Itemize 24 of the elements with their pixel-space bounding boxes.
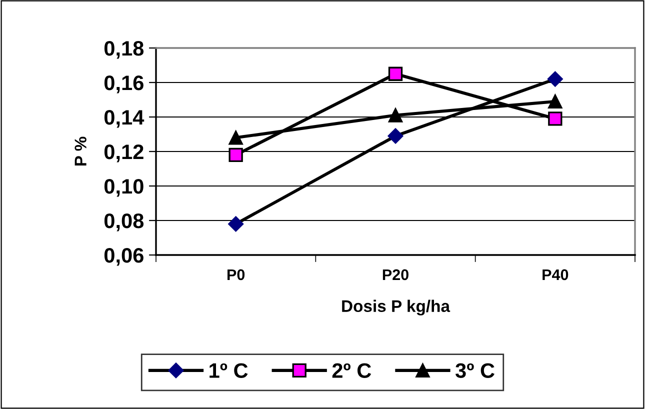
point [228, 130, 243, 145]
point [388, 108, 403, 122]
y-tick-label: 0,14 [104, 110, 144, 128]
point [388, 128, 404, 144]
x-axis-title: Dosis P kg/ha [342, 300, 450, 316]
point [548, 112, 562, 126]
y-tick-label: 0,18 [104, 41, 144, 59]
point [228, 148, 243, 162]
point [388, 66, 403, 81]
point [228, 216, 244, 232]
y-tick-label: 0,12 [104, 144, 144, 162]
legend-label: 1º C [210, 363, 248, 378]
point [548, 94, 562, 109]
x-tick-label: P20 [382, 269, 408, 280]
y-tick-label: 0,10 [104, 179, 144, 197]
y-tick-label: 0,16 [104, 76, 144, 94]
legend-label: 2º C [332, 363, 372, 378]
point [547, 71, 563, 87]
x-tick-label: P40 [542, 269, 568, 280]
y-axis-title: P % [74, 136, 86, 166]
x-tick-label: P0 [228, 269, 245, 280]
y-tick-label: 0,08 [104, 214, 144, 232]
legend-label: 3º C [455, 363, 494, 378]
y-tick-label: 0,06 [104, 248, 144, 266]
